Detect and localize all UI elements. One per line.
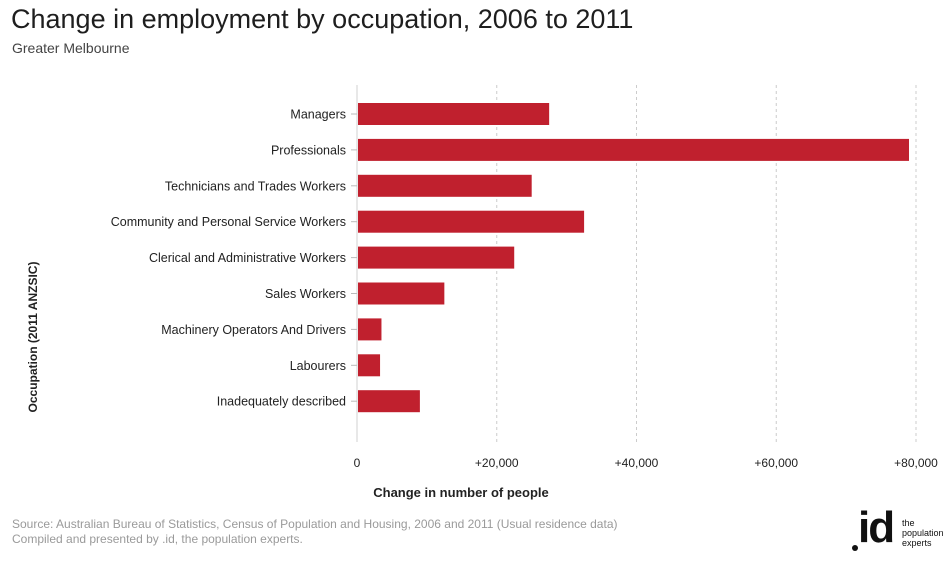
x-tick-label: +80,000 xyxy=(894,456,938,470)
source-note: Source: Australian Bureau of Statistics,… xyxy=(12,517,618,531)
id-logo: id the population experts xyxy=(852,506,944,556)
x-tick-label: +20,000 xyxy=(475,456,519,470)
logo-tag-line: experts xyxy=(902,538,932,548)
bar xyxy=(358,354,381,377)
category-label: Machinery Operators And Drivers xyxy=(161,323,346,337)
category-label: Managers xyxy=(290,108,346,122)
y-axis-title: Occupation (2011 ANZSIC) xyxy=(26,262,40,413)
x-tick-label: +60,000 xyxy=(754,456,798,470)
logo-dot xyxy=(852,545,858,551)
chart-subtitle: Greater Melbourne xyxy=(12,40,130,56)
compiled-note: Compiled and presented by .id, the popul… xyxy=(12,532,303,546)
bar xyxy=(358,282,445,305)
x-tick-label: +40,000 xyxy=(615,456,659,470)
category-label: Labourers xyxy=(290,359,346,373)
chart-title: Change in employment by occupation, 2006… xyxy=(11,4,634,34)
logo-tag-line: the xyxy=(902,518,915,528)
bar xyxy=(358,103,550,125)
bar xyxy=(358,174,532,197)
category-label: Inadequately described xyxy=(217,395,346,409)
bar xyxy=(358,246,515,269)
logo-tag-line: population xyxy=(902,528,944,538)
bar xyxy=(358,318,382,341)
bar xyxy=(358,138,910,161)
logo-tagline: the population experts xyxy=(902,518,944,548)
bar xyxy=(358,390,420,413)
logo-mark: id xyxy=(858,503,895,552)
category-label: Community and Personal Service Workers xyxy=(111,215,346,229)
bar-chart: 0 +20,000 +40,000 +60,000 +80,000 Managers Pro… xyxy=(26,85,938,500)
category-label: Technicians and Trades Workers xyxy=(165,179,346,193)
category-label: Sales Workers xyxy=(265,287,346,301)
category-label: Professionals xyxy=(271,143,346,157)
category-label: Clerical and Administrative Workers xyxy=(149,251,346,265)
bar xyxy=(358,210,585,233)
x-axis-title: Change in number of people xyxy=(373,485,549,500)
x-tick-label: 0 xyxy=(354,456,361,470)
